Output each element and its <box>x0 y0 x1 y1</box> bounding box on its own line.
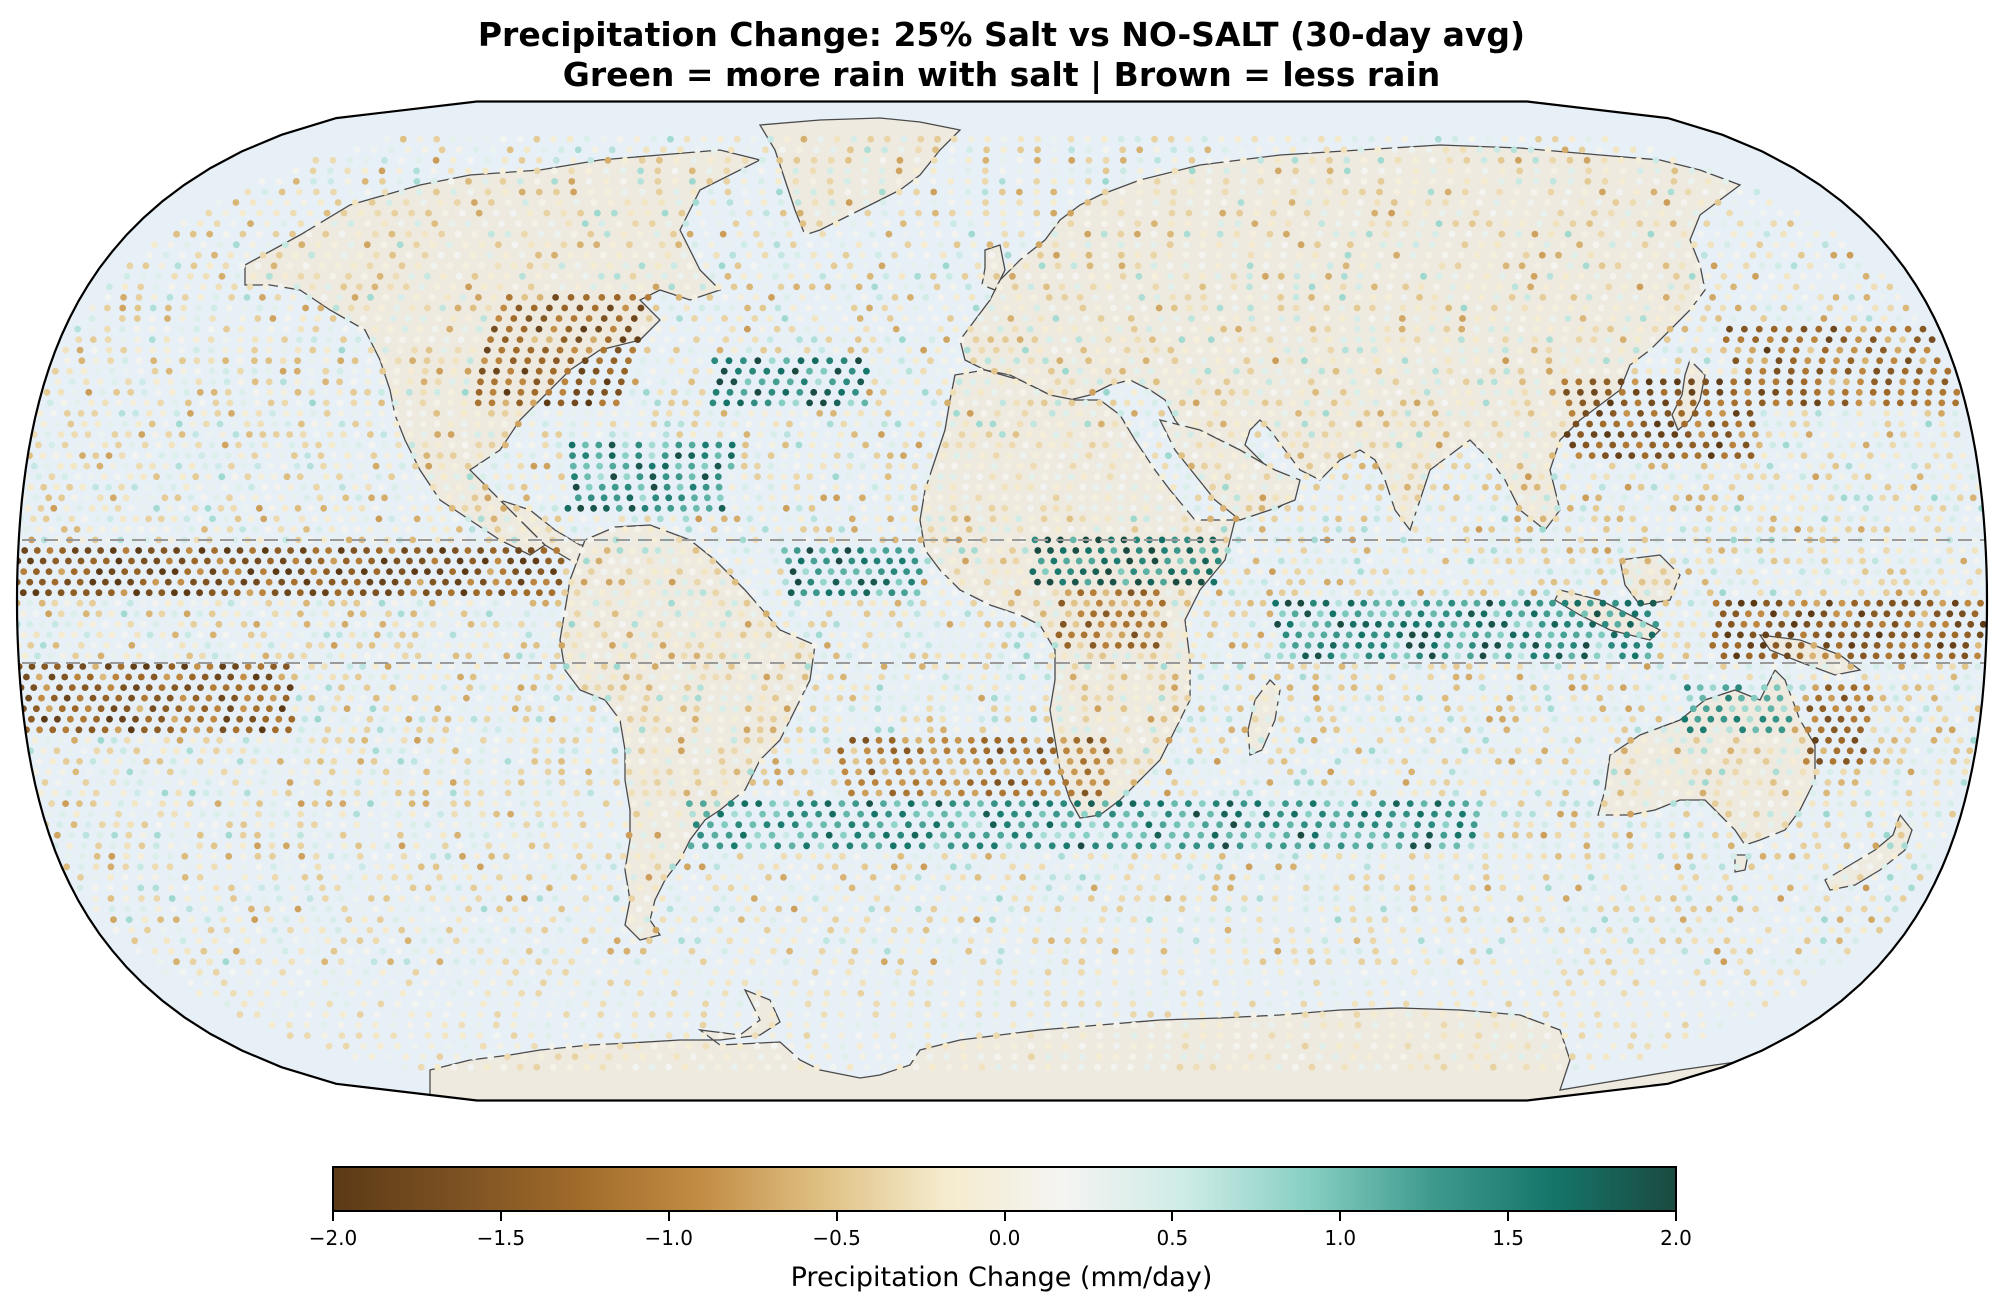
landmass-madagascar <box>1247 679 1281 756</box>
colorbar-tick-label: −1.0 <box>644 1226 694 1250</box>
landmass-arabia <box>1158 419 1301 521</box>
colorbar-tick <box>1171 1212 1174 1221</box>
colorbar-tick <box>835 1212 838 1221</box>
colorbar-tick-label: 0.5 <box>1156 1226 1189 1250</box>
colorbar-tick-label: 1.0 <box>1324 1226 1357 1250</box>
colorbar-tick-label: 0.0 <box>988 1226 1021 1250</box>
chart-subtitle: Green = more rain with salt | Brown = le… <box>562 55 1441 94</box>
colorbar-tick <box>1339 1212 1342 1221</box>
colorbar-tick <box>1507 1212 1510 1221</box>
colorbar-tick-label: −1.5 <box>476 1226 526 1250</box>
colorbar-tick-label: 1.5 <box>1492 1226 1525 1250</box>
colorbar-tick <box>1675 1212 1677 1221</box>
landmass-greenland <box>758 117 962 236</box>
land-masses <box>244 117 1913 1101</box>
landmass-australia <box>1597 668 1816 846</box>
colorbar-tick <box>332 1212 334 1221</box>
colorbar-tick <box>499 1212 502 1221</box>
colorbar-tick <box>667 1212 670 1221</box>
chart-title: Precipitation Change: 25% Salt vs NO-SAL… <box>477 15 1526 54</box>
precipitation-dots <box>17 135 1987 1071</box>
colorbar-tick <box>1003 1212 1006 1221</box>
landmass-new-zealand <box>1824 813 1913 891</box>
colorbar <box>332 1166 1677 1212</box>
colorbar-tick-label: −2.0 <box>308 1226 358 1250</box>
map-boundary <box>15 100 1989 1102</box>
landmass-antarctica <box>429 988 1902 1101</box>
colorbar-tick-label: 2.0 <box>1660 1226 1692 1250</box>
landmass-africa <box>919 369 1236 819</box>
colorbar-label: Precipitation Change (mm/day) <box>790 1262 1213 1293</box>
colorbar-tick-label: −0.5 <box>812 1226 861 1250</box>
landmass-south-america <box>559 524 816 941</box>
